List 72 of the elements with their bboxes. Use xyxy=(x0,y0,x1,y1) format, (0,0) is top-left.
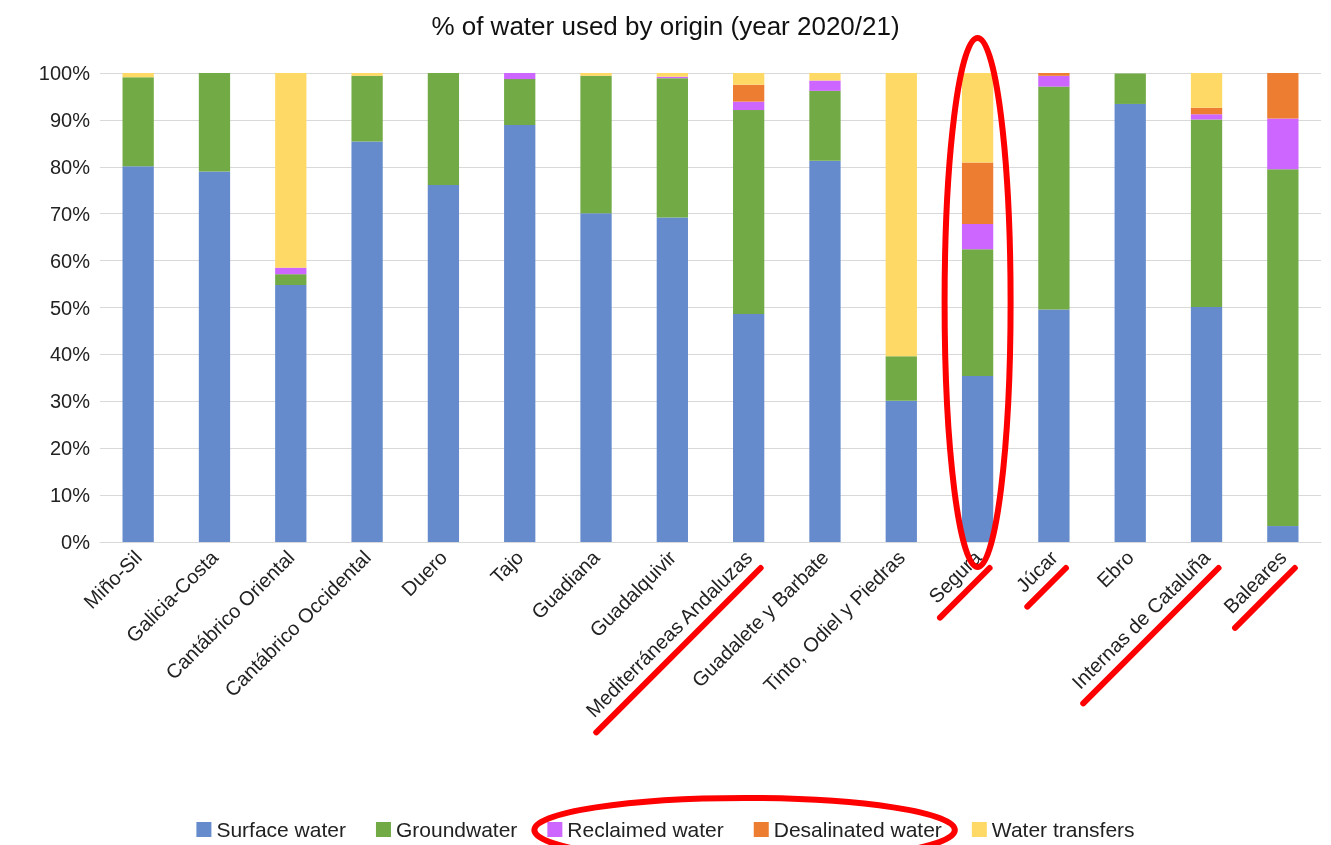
bar xyxy=(275,73,307,268)
bar xyxy=(733,73,765,85)
y-tick-label: 30% xyxy=(49,390,91,413)
y-tick-label: 80% xyxy=(49,155,91,178)
legend-label: Desalinated water xyxy=(773,818,942,841)
bar xyxy=(351,75,383,142)
bar xyxy=(1267,169,1299,527)
bar xyxy=(809,80,841,91)
y-tick-label: 0% xyxy=(61,531,91,553)
bar xyxy=(961,224,994,250)
bar xyxy=(961,73,994,163)
bar xyxy=(198,73,231,172)
y-tick-label: 40% xyxy=(49,343,91,366)
bar xyxy=(122,77,154,167)
bar xyxy=(1267,118,1299,170)
bar xyxy=(809,90,841,161)
bar xyxy=(885,400,917,542)
bar xyxy=(656,217,688,542)
bar xyxy=(1190,114,1223,120)
bar xyxy=(275,274,307,285)
chart-title: % of water used by origin (year 2020/21) xyxy=(431,11,900,41)
y-tick-label: 20% xyxy=(49,437,91,460)
bar xyxy=(580,75,612,214)
bar xyxy=(504,73,536,80)
bar xyxy=(1038,86,1070,310)
bar xyxy=(809,160,841,542)
bar xyxy=(1190,73,1223,108)
bar xyxy=(580,213,612,542)
bar xyxy=(733,101,765,111)
bar xyxy=(1190,307,1223,542)
bar xyxy=(961,249,994,376)
y-tick-label: 60% xyxy=(49,249,91,272)
bar xyxy=(275,267,307,275)
bar xyxy=(961,375,994,542)
bar xyxy=(122,73,154,78)
bar xyxy=(1190,119,1223,308)
bar xyxy=(656,78,688,218)
bar xyxy=(427,185,460,542)
bar xyxy=(809,73,841,81)
bar xyxy=(1114,73,1146,104)
bar xyxy=(885,356,917,401)
bar xyxy=(504,79,536,126)
y-tick-label: 90% xyxy=(49,108,91,131)
bar xyxy=(1267,526,1299,542)
bar xyxy=(1038,73,1070,76)
bar xyxy=(1190,107,1223,115)
bar xyxy=(885,73,917,357)
x-tick-label: Tajo xyxy=(486,546,528,588)
bar xyxy=(1114,103,1146,542)
y-tick-label: 100% xyxy=(38,62,91,84)
y-tick-label: 10% xyxy=(49,484,91,507)
bar xyxy=(1267,73,1299,119)
bar xyxy=(198,171,231,542)
bar xyxy=(1038,75,1070,87)
bar xyxy=(351,73,383,76)
legend-label: Surface water xyxy=(216,818,346,841)
bar xyxy=(733,110,765,315)
y-tick-label: 70% xyxy=(49,202,91,225)
bar xyxy=(961,162,994,225)
bar xyxy=(1038,309,1070,542)
bar xyxy=(733,314,765,542)
legend-label: Groundwater xyxy=(395,818,518,841)
bar xyxy=(122,166,154,542)
bar xyxy=(275,284,307,542)
bar xyxy=(427,73,460,186)
y-tick-label: 50% xyxy=(49,296,91,319)
bar xyxy=(504,125,536,542)
bar xyxy=(733,84,765,102)
bar xyxy=(580,73,612,76)
bar xyxy=(351,141,383,542)
legend-label: Reclaimed water xyxy=(567,818,724,841)
legend-label: Water transfers xyxy=(991,818,1135,841)
